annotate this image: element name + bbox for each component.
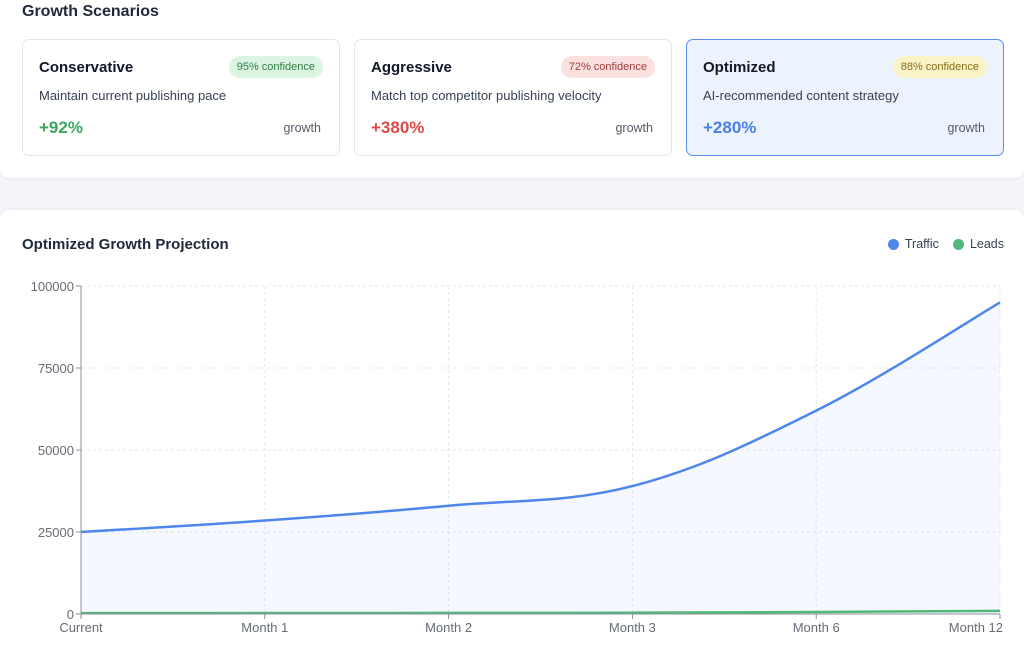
legend-dot-icon <box>887 238 899 250</box>
card-title: Conservative <box>39 59 134 76</box>
x-tick-label: Month 3 <box>609 620 656 635</box>
growth-projection-chart: 0 25000 50000 75000 100000 Current Month 1 Mont… <box>31 279 1003 635</box>
legend-item-traffic[interactable]: Traffic <box>887 237 939 251</box>
series-line-leads <box>80 609 1001 615</box>
scenario-card-conservative[interactable]: Conservative 95% confidence Maintain cur… <box>22 39 340 156</box>
card-title: Aggressive <box>371 59 452 76</box>
y-tick-label: 75000 <box>38 361 74 376</box>
scenario-card-aggressive[interactable]: Aggressive 72% confidence Match top comp… <box>354 39 672 156</box>
chart-panel: Optimized Growth Projection Traffic Lead… <box>0 210 1024 647</box>
section-title: Growth Scenarios <box>22 3 159 20</box>
y-tick-label: 0 <box>67 607 74 622</box>
legend-item-leads[interactable]: Leads <box>952 237 1004 251</box>
y-tick-label: 100000 <box>31 279 74 294</box>
legend-label: Traffic <box>904 237 939 251</box>
x-tick-label: Current <box>59 620 103 635</box>
growth-label: growth <box>947 121 985 135</box>
growth-label: growth <box>615 121 653 135</box>
card-title: Optimized <box>703 59 776 76</box>
x-tick-label: Month 6 <box>793 620 840 635</box>
growth-value: +380% <box>371 118 425 137</box>
confidence-badge: 95% confidence <box>228 56 323 78</box>
card-description: Maintain current publishing pace <box>39 88 227 103</box>
chart-title: Optimized Growth Projection <box>22 236 229 253</box>
x-tick-label: Month 12 <box>949 620 1003 635</box>
scenarios-panel: Growth Scenarios Conservative 95% confid… <box>0 0 1024 178</box>
chart-legend: Traffic Leads <box>887 237 1004 251</box>
legend-dot-icon <box>952 238 964 250</box>
area-fill-traffic <box>81 302 1000 614</box>
legend-label: Leads <box>969 237 1004 251</box>
growth-value: +92% <box>39 118 83 137</box>
card-description: Match top competitor publishing velocity <box>371 88 602 103</box>
card-description: AI-recommended content strategy <box>703 88 899 103</box>
y-tick-label: 50000 <box>38 443 74 458</box>
confidence-badge: 88% confidence <box>892 56 987 78</box>
y-tick-label: 25000 <box>38 525 74 540</box>
confidence-badge: 72% confidence <box>560 56 655 78</box>
x-tick-label: Month 2 <box>425 620 472 635</box>
x-tick-label: Month 1 <box>241 620 288 635</box>
scenario-card-optimized[interactable]: Optimized 88% confidence AI-recommended … <box>686 39 1004 156</box>
series-line-traffic <box>80 301 1001 534</box>
growth-value: +280% <box>703 118 757 137</box>
growth-label: growth <box>283 121 321 135</box>
